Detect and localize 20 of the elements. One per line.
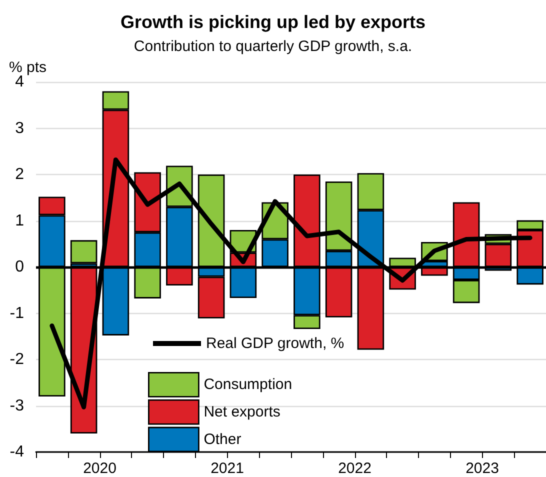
y-tick-label: 0 (15, 258, 24, 276)
y-tick-label: -4 (10, 444, 24, 460)
y-axis-title: % pts (9, 59, 47, 76)
legend-label: Real GDP growth, % (206, 335, 344, 352)
chart-subtitle: Contribution to quarterly GDP growth, s.a. (134, 38, 412, 55)
y-tick-label: 2 (15, 166, 24, 183)
x-tick-label: 2023 (466, 460, 499, 477)
legend-label: Consumption (204, 376, 292, 394)
y-tick-label: -3 (10, 397, 24, 414)
x-tick-label: 2022 (338, 460, 372, 477)
chart-title: Growth is picking up led by exports (120, 12, 426, 32)
legend-label: Net exports (204, 404, 280, 421)
y-tick-label: -1 (10, 304, 24, 322)
x-tick-label: 2021 (210, 460, 244, 477)
y-tick-label: -2 (10, 351, 24, 368)
y-tick-label: 3 (15, 120, 24, 137)
y-tick-label: 4 (15, 74, 24, 90)
legend-label: Other (204, 431, 242, 448)
x-tick-label: 2020 (83, 460, 116, 477)
y-tick-label: 1 (15, 212, 24, 230)
